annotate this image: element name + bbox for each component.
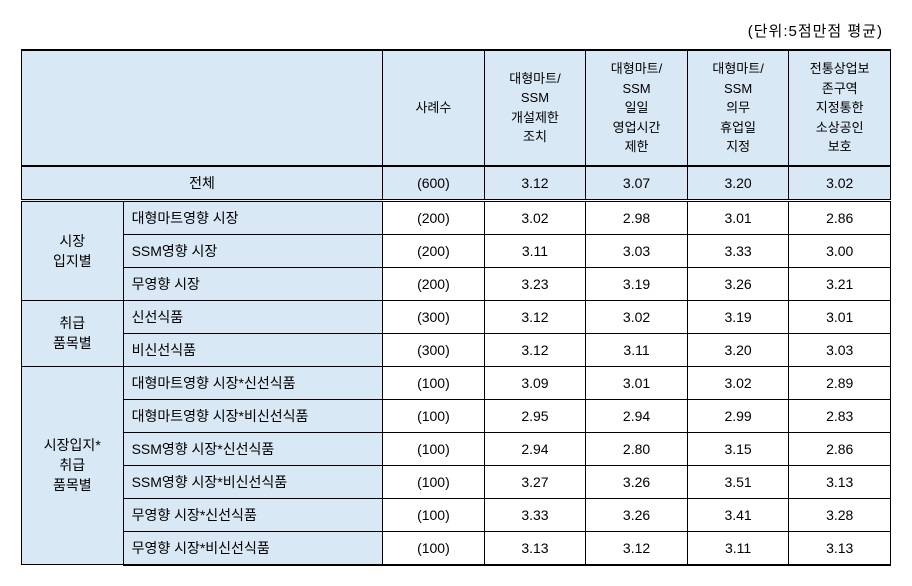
cell: (100) (383, 432, 485, 465)
row-label: SSM영향 시장*신선식품 (123, 432, 383, 465)
header-cases: 사례수 (383, 50, 485, 166)
cell: 2.98 (586, 200, 688, 234)
group3-label: 시장입지*취급품목별 (22, 366, 124, 565)
cell: 3.28 (789, 498, 891, 531)
total-v1: 3.12 (484, 166, 586, 201)
cell: 3.23 (484, 267, 586, 300)
cell: 3.13 (789, 465, 891, 498)
data-table: 사례수 대형마트/SSM개설제한조치 대형마트/SSM일일영업시간제한 대형마트… (21, 49, 891, 566)
cell: 2.94 (586, 399, 688, 432)
table-row: 무영향 시장*비신선식품 (100) 3.13 3.12 3.11 3.13 (22, 531, 891, 565)
table-row: 대형마트영향 시장*비신선식품 (100) 2.95 2.94 2.99 2.8… (22, 399, 891, 432)
cell: 3.03 (789, 333, 891, 366)
cell: 3.02 (687, 366, 789, 399)
header-row: 사례수 대형마트/SSM개설제한조치 대형마트/SSM일일영업시간제한 대형마트… (22, 50, 891, 166)
cell: 2.80 (586, 432, 688, 465)
cell: 3.12 (586, 531, 688, 565)
row-label: SSM영향 시장 (123, 234, 383, 267)
row-label: 신선식품 (123, 300, 383, 333)
cell: 3.26 (586, 498, 688, 531)
cell: 3.02 (484, 200, 586, 234)
cell: (200) (383, 200, 485, 234)
total-row: 전체 (600) 3.12 3.07 3.20 3.02 (22, 166, 891, 201)
row-label: 무영향 시장*신선식품 (123, 498, 383, 531)
cell: 3.13 (789, 531, 891, 565)
table-row: SSM영향 시장 (200) 3.11 3.03 3.33 3.00 (22, 234, 891, 267)
total-v2: 3.07 (586, 166, 688, 201)
table-row: 시장입지별 대형마트영향 시장 (200) 3.02 2.98 3.01 2.8… (22, 200, 891, 234)
table-row: SSM영향 시장*비신선식품 (100) 3.27 3.26 3.51 3.13 (22, 465, 891, 498)
cell: 3.19 (586, 267, 688, 300)
row-label: 무영향 시장*비신선식품 (123, 531, 383, 565)
row-label: 대형마트영향 시장 (123, 200, 383, 234)
cell: 3.26 (586, 465, 688, 498)
cell: 3.11 (687, 531, 789, 565)
cell: 3.00 (789, 234, 891, 267)
cell: (200) (383, 267, 485, 300)
total-label: 전체 (22, 166, 383, 201)
total-cases: (600) (383, 166, 485, 201)
cell: 3.11 (586, 333, 688, 366)
cell: 3.01 (789, 300, 891, 333)
cell: 2.89 (789, 366, 891, 399)
header-col4: 전통상업보존구역지정통한소상공인보호 (789, 50, 891, 166)
group2-label: 취급품목별 (22, 300, 124, 366)
row-label: SSM영향 시장*비신선식품 (123, 465, 383, 498)
cell: 3.26 (687, 267, 789, 300)
cell: 2.94 (484, 432, 586, 465)
cell: (100) (383, 399, 485, 432)
cell: (300) (383, 333, 485, 366)
unit-label: (단위:5점만점 평균) (21, 20, 891, 41)
cell: 3.51 (687, 465, 789, 498)
cell: 3.20 (687, 333, 789, 366)
total-v4: 3.02 (789, 166, 891, 201)
group1-label: 시장입지별 (22, 200, 124, 300)
cell: 2.86 (789, 200, 891, 234)
cell: 2.95 (484, 399, 586, 432)
cell: (300) (383, 300, 485, 333)
cell: 3.02 (586, 300, 688, 333)
cell: 2.83 (789, 399, 891, 432)
row-label: 대형마트영향 시장*비신선식품 (123, 399, 383, 432)
cell: 3.41 (687, 498, 789, 531)
table-row: 비신선식품 (300) 3.12 3.11 3.20 3.03 (22, 333, 891, 366)
header-col2: 대형마트/SSM일일영업시간제한 (586, 50, 688, 166)
cell: 3.01 (586, 366, 688, 399)
cell: 2.99 (687, 399, 789, 432)
cell: 3.33 (687, 234, 789, 267)
header-blank (22, 50, 383, 166)
cell: 3.03 (586, 234, 688, 267)
header-col3: 대형마트/SSM의무휴업일지정 (687, 50, 789, 166)
cell: 3.11 (484, 234, 586, 267)
table-row: 취급품목별 신선식품 (300) 3.12 3.02 3.19 3.01 (22, 300, 891, 333)
total-v3: 3.20 (687, 166, 789, 201)
cell: 3.27 (484, 465, 586, 498)
cell: 3.33 (484, 498, 586, 531)
cell: 3.09 (484, 366, 586, 399)
row-label: 비신선식품 (123, 333, 383, 366)
cell: 3.15 (687, 432, 789, 465)
cell: (100) (383, 531, 485, 565)
cell: 3.19 (687, 300, 789, 333)
cell: 3.12 (484, 300, 586, 333)
cell: (100) (383, 366, 485, 399)
table-row: 무영향 시장*신선식품 (100) 3.33 3.26 3.41 3.28 (22, 498, 891, 531)
row-label: 대형마트영향 시장*신선식품 (123, 366, 383, 399)
table-row: SSM영향 시장*신선식품 (100) 2.94 2.80 3.15 2.86 (22, 432, 891, 465)
cell: 2.86 (789, 432, 891, 465)
table-row: 시장입지*취급품목별 대형마트영향 시장*신선식품 (100) 3.09 3.0… (22, 366, 891, 399)
cell: (100) (383, 498, 485, 531)
cell: 3.21 (789, 267, 891, 300)
cell: 3.01 (687, 200, 789, 234)
cell: (200) (383, 234, 485, 267)
row-label: 무영향 시장 (123, 267, 383, 300)
header-col1: 대형마트/SSM개설제한조치 (484, 50, 586, 166)
table-row: 무영향 시장 (200) 3.23 3.19 3.26 3.21 (22, 267, 891, 300)
cell: 3.12 (484, 333, 586, 366)
cell: (100) (383, 465, 485, 498)
cell: 3.13 (484, 531, 586, 565)
